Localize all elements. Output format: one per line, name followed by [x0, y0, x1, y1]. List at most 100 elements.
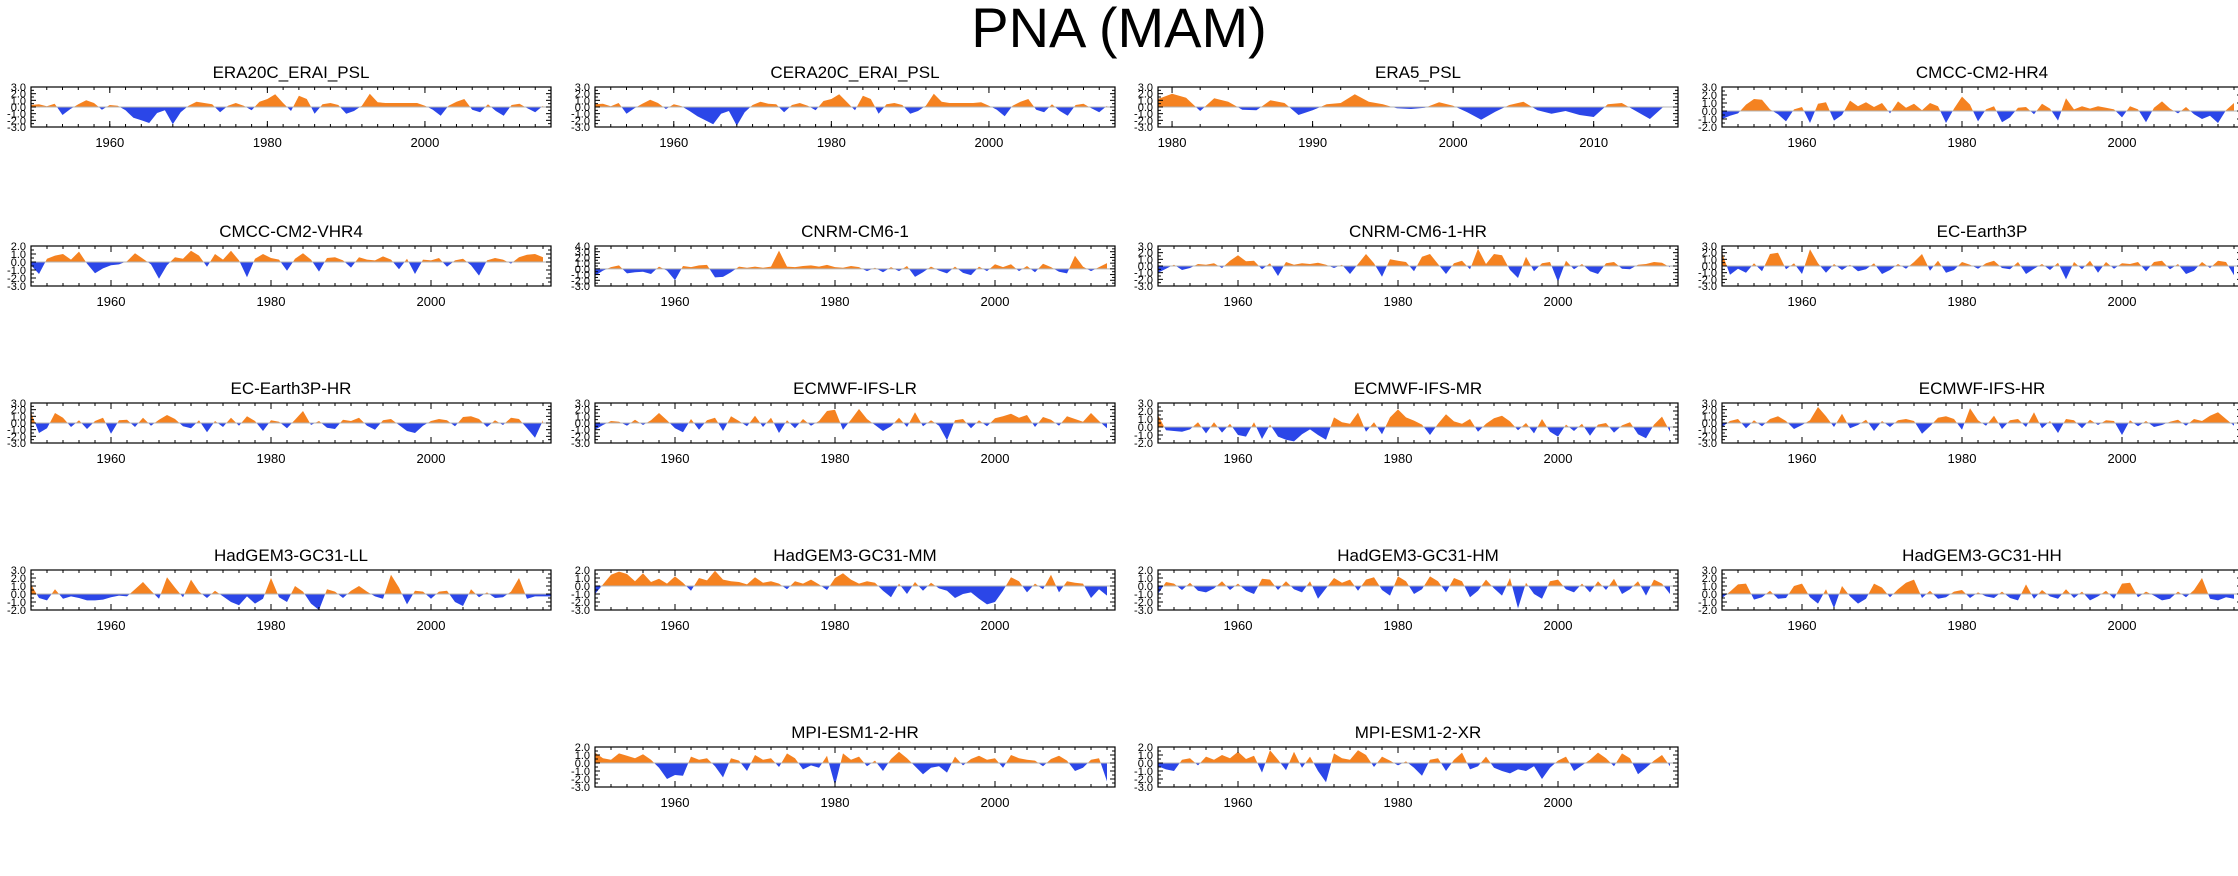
y-tick-label: 2.0	[575, 252, 590, 264]
y-tick-label: -2.0	[1134, 597, 1153, 609]
positive-anomaly-area	[595, 93, 1108, 107]
negative-anomaly-area	[31, 594, 551, 610]
x-tick-label: 1960	[1788, 135, 1817, 150]
y-tick-label: -2.0	[571, 115, 590, 127]
negative-anomaly-area	[1722, 423, 2234, 435]
positive-anomaly-area	[1722, 249, 2234, 266]
positive-anomaly-area	[31, 93, 544, 107]
y-tick-label: -1.0	[571, 589, 590, 601]
panel-7: EC-Earth3P 3.02.01.00.0-1.0-2.0-3.0 1960 19…	[1698, 222, 2238, 309]
panel-title: ERA5_PSL	[1375, 63, 1461, 82]
negative-anomaly-area	[1722, 594, 2234, 609]
y-tick-label: 3.0	[11, 82, 26, 94]
x-tick-label: 1960	[1224, 294, 1253, 309]
panel-16: MPI-ESM1-2-HR 2.01.00.0-1.0-2.0-3.0 1960 19…	[571, 723, 1116, 810]
y-tick-label: 2.0	[11, 241, 26, 253]
y-tick-label: -2.0	[1134, 274, 1153, 286]
figure-title: PNA (MAM)	[971, 0, 1267, 59]
x-tick-label: 1960	[1788, 618, 1817, 633]
y-tick-label: -2.0	[7, 431, 26, 443]
positive-anomaly-area	[1158, 93, 1664, 107]
panel-5: CNRM-CM6-1 4.03.02.01.00.0-1.0-2.0-3.0 196…	[571, 222, 1116, 309]
panel-14: HadGEM3-GC31-HM 2.01.00.0-1.0-2.0-3.0 1960…	[1134, 546, 1679, 633]
y-tick-label: -1.0	[1134, 589, 1153, 601]
y-tick-label: -1.0	[1698, 114, 1717, 126]
y-tick-label: 3.0	[1138, 398, 1153, 410]
y-tick-label: -3.0	[1134, 605, 1153, 617]
y-tick-label: 0.0	[575, 418, 590, 430]
y-tick-label: -2.0	[1134, 115, 1153, 127]
x-tick-label: 1960	[661, 618, 690, 633]
panel-title: EC-Earth3P	[1937, 222, 2028, 241]
y-tick-label: 0.0	[1138, 102, 1153, 114]
y-tick-label: -3.0	[571, 438, 590, 450]
y-tick-label: 1.0	[1702, 411, 1717, 423]
panel-title: CNRM-CM6-1-HR	[1349, 222, 1487, 241]
y-tick-label: -1.0	[7, 425, 26, 437]
x-tick-label: 2000	[417, 294, 446, 309]
positive-anomaly-area	[1722, 578, 2234, 594]
x-tick-label: 1960	[661, 294, 690, 309]
y-tick-label: -3.0	[1698, 438, 1717, 450]
y-tick-label: 0.0	[575, 264, 590, 276]
y-tick-label: 3.0	[575, 82, 590, 94]
y-tick-label: 1.0	[1138, 573, 1153, 585]
y-tick-label: 1.0	[1138, 750, 1153, 762]
x-tick-label: 1980	[1948, 451, 1977, 466]
x-tick-label: 2000	[974, 135, 1003, 150]
x-tick-label: 1960	[97, 618, 126, 633]
positive-anomaly-area	[1158, 409, 1670, 427]
y-tick-label: 3.0	[1702, 565, 1717, 577]
plot-frame	[594, 569, 1116, 611]
x-tick-label: 1960	[95, 135, 124, 150]
panel-6: CNRM-CM6-1-HR 3.02.01.00.0-1.0-2.0-3.0 196…	[1134, 222, 1679, 309]
negative-anomaly-area	[1158, 427, 1670, 442]
negative-anomaly-area	[595, 763, 1107, 786]
y-tick-label: -3.0	[571, 122, 590, 134]
panel-17: MPI-ESM1-2-XR 2.01.00.0-1.0-2.0-3.0 1960 19…	[1134, 723, 1679, 810]
negative-anomaly-area	[595, 268, 1107, 281]
panel-9: ECMWF-IFS-LR 3.02.01.00.0-1.0-2.0-3.0 1960…	[571, 379, 1116, 466]
y-tick-label: -1.0	[1134, 268, 1153, 280]
x-tick-label: 2000	[2108, 135, 2137, 150]
panel-title: CMCC-CM2-VHR4	[219, 222, 363, 241]
positive-anomaly-area	[595, 570, 1107, 586]
y-tick-label: -1.0	[1698, 425, 1717, 437]
y-tick-label: 1.0	[575, 95, 590, 107]
x-tick-label: 2000	[1544, 294, 1573, 309]
y-tick-label: 1.0	[1702, 254, 1717, 266]
x-tick-label: 1980	[817, 135, 846, 150]
negative-anomaly-area	[1158, 266, 1670, 282]
y-tick-label: 3.0	[575, 398, 590, 410]
x-tick-label: 2000	[2108, 618, 2137, 633]
panel-title: HadGEM3-GC31-MM	[773, 546, 936, 565]
x-tick-label: 1960	[1224, 618, 1253, 633]
y-tick-label: 2.0	[11, 405, 26, 417]
y-tick-label: -3.0	[1698, 281, 1717, 293]
y-tick-label: 2.0	[575, 405, 590, 417]
x-tick-label: 2000	[1544, 795, 1573, 810]
y-tick-label: 3.0	[1702, 398, 1717, 410]
x-tick-label: 1980	[1384, 618, 1413, 633]
x-tick-label: 1980	[1384, 294, 1413, 309]
negative-anomaly-area	[1158, 763, 1670, 783]
panel-title: MPI-ESM1-2-XR	[1355, 723, 1482, 742]
y-tick-label: 2.0	[11, 89, 26, 101]
x-tick-label: 2000	[1544, 451, 1573, 466]
negative-anomaly-area	[1722, 111, 2234, 123]
positive-anomaly-area	[31, 411, 543, 423]
panel-title: CNRM-CM6-1	[801, 222, 909, 241]
x-tick-label: 1980	[253, 135, 282, 150]
x-tick-label: 2000	[981, 795, 1010, 810]
y-tick-label: 0.0	[11, 102, 26, 114]
y-tick-label: 0.0	[1138, 581, 1153, 593]
x-tick-label: 1980	[1948, 135, 1977, 150]
panel-0: ERA20C_ERAI_PSL 3.02.01.00.0-1.0-2.0-3.0 1…	[7, 63, 552, 150]
y-tick-label: 0.0	[575, 102, 590, 114]
y-tick-label: 2.0	[575, 742, 590, 754]
y-tick-label: -2.0	[1134, 774, 1153, 786]
x-tick-label: 1960	[661, 795, 690, 810]
y-tick-label: 0.0	[1138, 422, 1153, 434]
x-tick-label: 1980	[1948, 294, 1977, 309]
y-tick-label: 0.0	[11, 418, 26, 430]
